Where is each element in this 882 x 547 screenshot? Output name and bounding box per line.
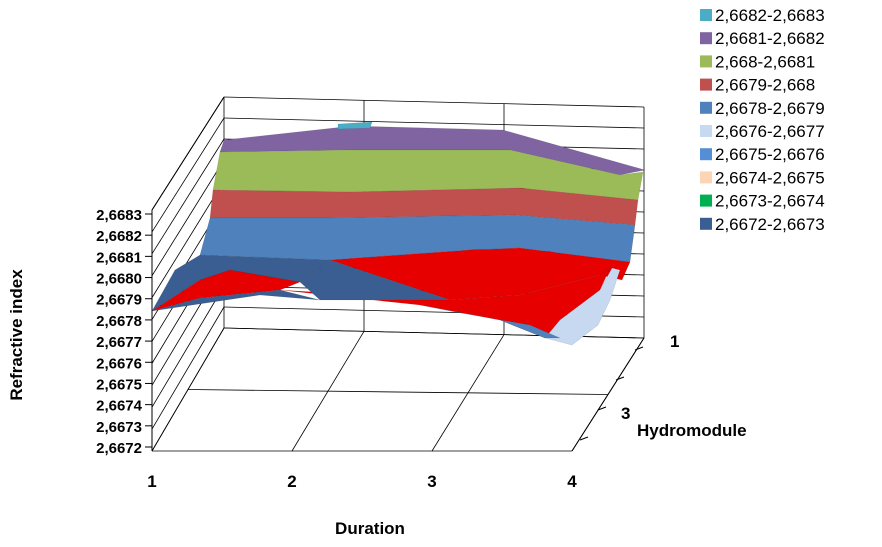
side-top-edge (151, 96, 225, 211)
y-axis-title: Refractive index (7, 269, 26, 401)
depth-tick-mark (615, 376, 625, 381)
legend: 2,6682-2,6683 2,6681-2,6682 2,668-2,6681 2,… (700, 6, 825, 234)
legend-label: 2,6674-2,6675 (715, 168, 825, 187)
y-tick-label: 2,6676 (96, 355, 142, 372)
y-tick-label: 2,6672 (96, 440, 142, 457)
legend-swatch (700, 55, 712, 68)
depth-tick-mark (634, 346, 644, 351)
legend-swatch (700, 148, 712, 161)
surface-band (337, 121, 373, 130)
surface-band (151, 289, 321, 312)
legend-swatch (700, 125, 712, 137)
side-wall-gridline (151, 306, 225, 430)
depth-tick-mark (579, 436, 589, 441)
legend-label: 2,6676-2,6677 (715, 122, 825, 141)
y-axis-ticks: 2,6683 2,6682 2,6681 2,6680 2,6679 2,6678 2,66… (96, 207, 152, 457)
x-axis-ticks: 1 2 3 4 (147, 472, 577, 491)
y-tick-label: 2,6683 (96, 207, 142, 224)
legend-label: 2,6679-2,668 (715, 76, 815, 95)
surface-band (544, 267, 621, 346)
legend-label: 2,6673-2,6674 (715, 192, 825, 211)
floor-gridline (187, 389, 609, 395)
legend-swatch (700, 194, 712, 207)
depth-tick-mark (597, 406, 607, 411)
depth-axis-title: Hydromodule (637, 421, 747, 440)
legend-swatch (700, 217, 712, 230)
surface-band (419, 304, 561, 339)
y-tick-label: 2,6674 (96, 398, 143, 415)
legend-label: 2,6681-2,6682 (715, 29, 825, 48)
back-wall-gridline (223, 96, 645, 108)
x-tick-label: 1 (147, 472, 156, 491)
legend-label: 2,668-2,6681 (715, 52, 815, 71)
surface-band (299, 259, 451, 301)
y-tick-label: 2,6673 (96, 419, 142, 436)
y-tick-label: 2,6682 (96, 228, 142, 245)
legend-swatch (700, 32, 712, 45)
x-tick-label: 3 (427, 472, 436, 491)
side-wall-gridline (151, 117, 225, 233)
x-tick-label: 4 (567, 472, 577, 491)
depth-axis-line (571, 337, 645, 452)
x-tick-label: 2 (287, 472, 296, 491)
x-axis-title: Duration (335, 519, 405, 538)
side-wall-gridline (151, 285, 225, 408)
legend-swatch (700, 171, 712, 184)
y-tick-label: 2,6679 (96, 292, 142, 309)
surface-plot (151, 121, 646, 346)
legend-label: 2,6675-2,6676 (715, 145, 825, 164)
back-wall-gridline (223, 117, 645, 129)
depth-axis-ticks: 13 (571, 332, 679, 452)
legend-swatch (700, 101, 712, 114)
side-wall-gridline (151, 138, 225, 255)
legend-label: 2,6672-2,6673 (715, 215, 825, 234)
legend-label: 2,6678-2,6679 (715, 99, 825, 118)
depth-tick-label: 1 (670, 332, 679, 351)
legend-label: 2,6682-2,6683 (715, 6, 825, 25)
y-tick-label: 2,6678 (96, 313, 142, 330)
depth-tick-label: 3 (621, 404, 630, 423)
legend-swatch (700, 78, 712, 91)
side-wall-gridline (151, 159, 225, 276)
y-tick-label: 2,6680 (96, 271, 142, 288)
y-tick-label: 2,6681 (96, 249, 142, 266)
y-tick-label: 2,6675 (96, 376, 142, 393)
legend-swatch (700, 9, 712, 21)
y-tick-label: 2,6677 (96, 334, 142, 351)
